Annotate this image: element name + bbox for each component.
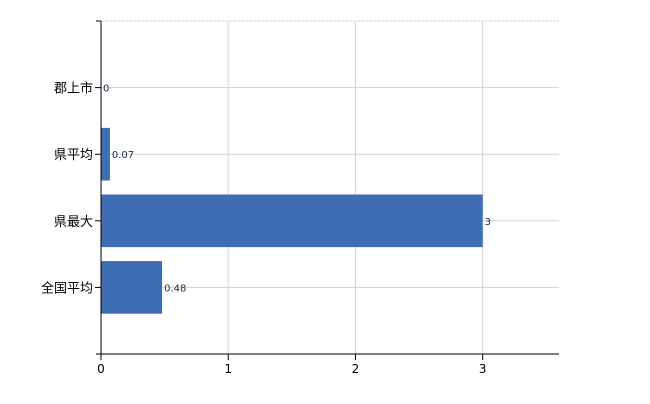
x-tick-label: 2 bbox=[352, 362, 360, 376]
y-tick-label: 県最大 bbox=[54, 215, 93, 230]
x-tick-label: 0 bbox=[97, 362, 105, 376]
x-tick-label: 3 bbox=[479, 362, 487, 376]
data-label: 3 bbox=[485, 217, 491, 228]
bar bbox=[101, 194, 483, 248]
data-label: 0 bbox=[103, 84, 109, 95]
bar bbox=[101, 127, 110, 181]
bar bbox=[101, 261, 163, 314]
axes bbox=[95, 20, 559, 360]
data-label: 0.48 bbox=[164, 283, 186, 294]
y-tick-label: 全国平均 bbox=[41, 280, 93, 296]
y-tick-label: 郡上市 bbox=[54, 81, 93, 97]
grid bbox=[101, 20, 559, 354]
x-tick-label: 1 bbox=[224, 362, 232, 376]
bars bbox=[101, 127, 483, 314]
y-tick-label: 県平均 bbox=[54, 148, 93, 163]
data-label: 0.07 bbox=[112, 150, 134, 161]
